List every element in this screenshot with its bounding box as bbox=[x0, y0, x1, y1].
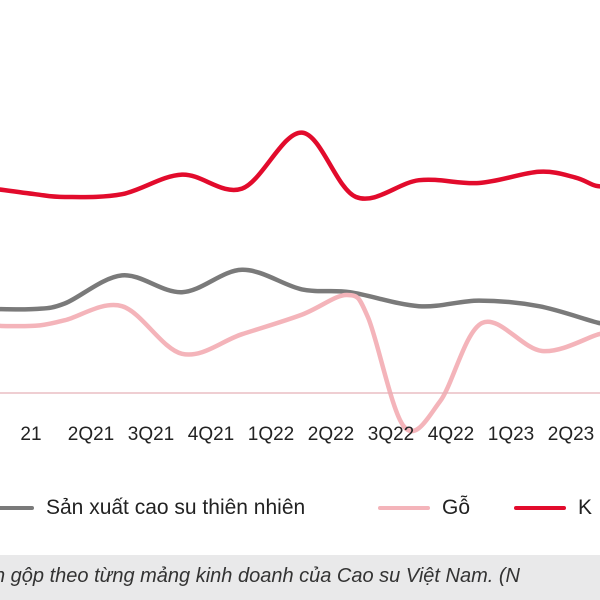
x-tick-label: 1Q23 bbox=[488, 424, 534, 445]
legend-swatch-k bbox=[514, 506, 566, 510]
chart-area: 212Q213Q214Q211Q222Q223Q224Q221Q232Q233Q bbox=[0, 130, 600, 445]
x-tick-label: 21 bbox=[20, 424, 41, 445]
x-tick-label: 4Q21 bbox=[188, 424, 234, 445]
x-tick-label: 4Q22 bbox=[428, 424, 474, 445]
figure-caption: n gộp theo từng mảng kinh doanh của Cao … bbox=[0, 555, 600, 600]
series-line-wood bbox=[0, 292, 600, 434]
legend-label-wood: Gỗ bbox=[442, 496, 471, 519]
legend: Sản xuất cao su thiên nhiên Gỗ K bbox=[0, 488, 600, 528]
legend-label-k: K bbox=[578, 496, 593, 519]
x-axis-ticks: 212Q213Q214Q211Q222Q223Q224Q221Q232Q233Q bbox=[20, 424, 594, 445]
legend-swatch-wood bbox=[378, 506, 430, 510]
caption-text: n gộp theo từng mảng kinh doanh của Cao … bbox=[0, 565, 520, 587]
line-chart: 212Q213Q214Q211Q222Q223Q224Q221Q232Q233Q bbox=[0, 130, 600, 445]
x-tick-label: 2Q22 bbox=[308, 424, 354, 445]
x-tick-label: 2Q21 bbox=[68, 424, 114, 445]
x-tick-label: 3Q21 bbox=[128, 424, 174, 445]
legend-swatch-natural-rubber bbox=[0, 506, 34, 510]
series-layer bbox=[0, 130, 600, 434]
legend-label-natural-rubber: Sản xuất cao su thiên nhiên bbox=[46, 496, 306, 519]
x-tick-label: 1Q22 bbox=[248, 424, 294, 445]
series-line-natural-rubber bbox=[0, 267, 600, 326]
legend-item-wood: Gỗ bbox=[378, 488, 470, 528]
series-line-k bbox=[0, 130, 600, 201]
x-tick-label: 2Q23 bbox=[548, 424, 594, 445]
legend-item-k: K bbox=[514, 488, 592, 528]
x-tick-label: 3Q22 bbox=[368, 424, 414, 445]
legend-item-natural-rubber: Sản xuất cao su thiên nhiên bbox=[0, 488, 305, 528]
